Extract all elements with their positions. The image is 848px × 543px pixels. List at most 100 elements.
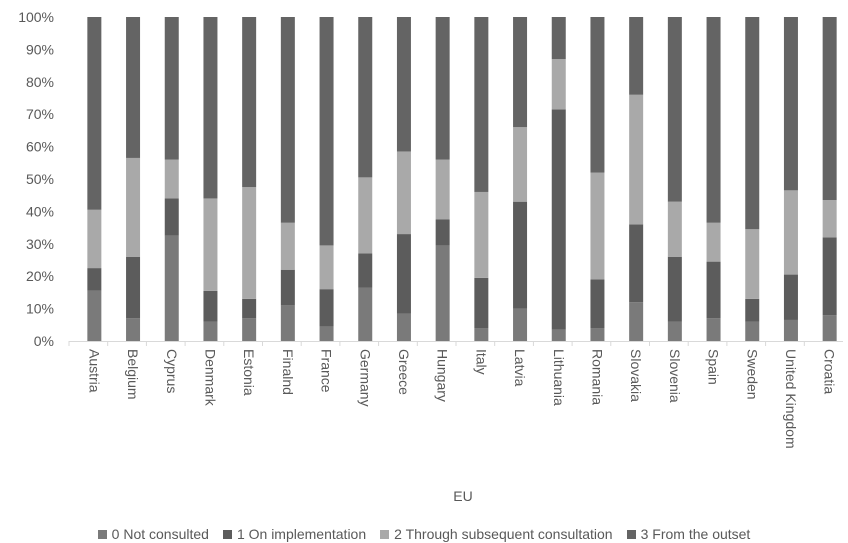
bar-segment bbox=[667, 256, 682, 322]
bar-segment bbox=[474, 328, 489, 341]
bar-segment bbox=[783, 17, 798, 191]
y-tick-label: 10% bbox=[26, 301, 54, 317]
bar-segment bbox=[474, 277, 489, 329]
bar-segment bbox=[590, 279, 605, 329]
bar-segment bbox=[203, 17, 218, 199]
x-category-label: Cyprus bbox=[164, 349, 180, 393]
bar-segment bbox=[396, 17, 411, 152]
bar-segment bbox=[203, 321, 218, 341]
bar-segment bbox=[783, 319, 798, 341]
bar-segment bbox=[358, 177, 373, 254]
x-axis-category-labels: Austria Belgium Cyprus Denmark Estonia Finaln… bbox=[68, 341, 838, 449]
bar-segment bbox=[396, 151, 411, 235]
y-tick-label: 100% bbox=[18, 9, 54, 25]
bar-segment bbox=[396, 313, 411, 341]
bar-segment bbox=[358, 287, 373, 341]
x-category-label: Belgium bbox=[125, 349, 141, 400]
bar-segment bbox=[87, 268, 102, 291]
x-category-label: Slovenia bbox=[667, 349, 683, 403]
bar-segment bbox=[126, 318, 141, 341]
bar-segment bbox=[513, 308, 528, 341]
x-category-label: France bbox=[319, 349, 335, 393]
bar-segment bbox=[280, 222, 295, 270]
bar-segment bbox=[280, 305, 295, 341]
x-category-label: Spain bbox=[706, 349, 722, 385]
bar-segment bbox=[745, 298, 760, 322]
bar-segment bbox=[435, 17, 450, 160]
bar-segment bbox=[590, 17, 605, 173]
bar-segment bbox=[551, 59, 566, 110]
x-category-label: Denmark bbox=[202, 349, 218, 407]
bar-segment bbox=[203, 290, 218, 322]
bar-segment bbox=[242, 318, 257, 341]
legend-item: 3 From the outset bbox=[626, 526, 750, 542]
x-category-label: Romania bbox=[589, 349, 605, 405]
bar-segment bbox=[706, 222, 721, 262]
legend-label: 1 On implementation bbox=[236, 526, 367, 542]
legend-label: 2 Through subsequent consultation bbox=[394, 526, 613, 542]
stacked-bar-chart: 0% 10% 20% 30% 40% 50% 60% 70% 80% 90% 100% Austri… bbox=[18, 9, 843, 504]
x-category-label: Estonia bbox=[241, 349, 257, 396]
legend-swatch bbox=[380, 529, 390, 539]
bar-segment bbox=[203, 198, 218, 291]
bar-segment bbox=[783, 190, 798, 275]
bar-segment bbox=[706, 17, 721, 223]
y-tick-label: 80% bbox=[26, 74, 54, 90]
bar-segment bbox=[629, 302, 644, 341]
y-tick-label: 0% bbox=[34, 333, 54, 349]
bar-segment bbox=[513, 201, 528, 309]
bar-segment bbox=[513, 127, 528, 202]
x-category-label: Finalnd bbox=[280, 349, 296, 395]
bar-segment bbox=[164, 159, 179, 199]
y-tick-label: 30% bbox=[26, 236, 54, 252]
bar-segment bbox=[319, 17, 334, 246]
bar-segment bbox=[87, 209, 102, 269]
bar-segment bbox=[474, 191, 489, 278]
bar-segment bbox=[706, 318, 721, 341]
bar-segment bbox=[822, 17, 837, 201]
bar-segment bbox=[551, 17, 566, 60]
x-category-label: Germany bbox=[357, 349, 373, 407]
bar-segment bbox=[435, 159, 450, 220]
bars-group bbox=[87, 17, 837, 341]
bar-segment bbox=[629, 224, 644, 303]
y-tick-label: 90% bbox=[26, 41, 54, 57]
legend-swatch bbox=[626, 529, 636, 539]
bar-segment bbox=[667, 17, 682, 202]
y-axis-ticks: 0% 10% 20% 30% 40% 50% 60% 70% 80% 90% 100% bbox=[18, 9, 54, 349]
bar-segment bbox=[280, 269, 295, 306]
x-category-label: Greece bbox=[396, 349, 412, 395]
bar-segment bbox=[164, 17, 179, 160]
x-category-label: Italy bbox=[473, 349, 489, 375]
bar-segment bbox=[280, 17, 295, 223]
bar-segment bbox=[164, 198, 179, 236]
bar-segment bbox=[242, 298, 257, 319]
x-category-label: United Kingdom bbox=[783, 349, 799, 449]
bar-segment bbox=[783, 274, 798, 320]
legend-swatch bbox=[97, 529, 107, 539]
y-tick-label: 20% bbox=[26, 268, 54, 284]
bar-segment bbox=[667, 321, 682, 341]
legend-label: 0 Not consulted bbox=[111, 526, 209, 542]
bar-segment bbox=[319, 326, 334, 341]
x-category-label: Austria bbox=[86, 349, 102, 393]
bar-segment bbox=[435, 219, 450, 246]
legend-item: 2 Through subsequent consultation bbox=[380, 526, 613, 542]
bar-segment bbox=[590, 328, 605, 341]
bar-segment bbox=[164, 235, 179, 341]
bar-segment bbox=[745, 229, 760, 299]
bar-segment bbox=[126, 256, 141, 319]
bar-segment bbox=[358, 253, 373, 288]
bar-segment bbox=[242, 187, 257, 299]
bar-segment bbox=[667, 201, 682, 257]
bar-segment bbox=[706, 261, 721, 319]
bar-segment bbox=[513, 17, 528, 128]
bar-segment bbox=[551, 109, 566, 330]
bar-segment bbox=[126, 157, 141, 257]
bar-segment bbox=[822, 200, 837, 238]
x-axis-title: EU bbox=[453, 488, 472, 504]
bar-segment bbox=[474, 17, 489, 192]
x-category-label: Hungary bbox=[435, 349, 451, 402]
bar-segment bbox=[358, 17, 373, 178]
x-category-label: Lithuania bbox=[551, 349, 567, 406]
